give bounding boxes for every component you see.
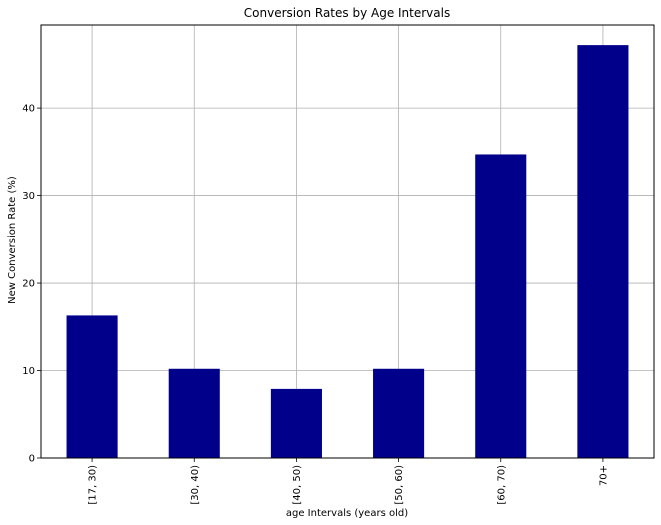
bar [66, 315, 118, 458]
x-tick-label: [30, 40) [190, 465, 201, 505]
bar [168, 368, 220, 458]
y-tick-label: 40 [22, 104, 35, 115]
y-tick-label: 20 [22, 279, 35, 290]
bar [373, 368, 425, 458]
bar [577, 45, 629, 458]
x-tick-label: [60, 70) [496, 465, 507, 505]
y-tick-label: 30 [22, 191, 35, 202]
y-axis-ticks: 0 10 20 30 40 [22, 104, 41, 465]
x-tick-label: [50, 60) [394, 465, 405, 505]
y-tick-label: 0 [29, 454, 35, 465]
x-tick-label: [17, 30) [88, 465, 99, 505]
x-tick-label: [40, 50) [292, 465, 303, 505]
bar [475, 154, 527, 458]
y-tick-label: 10 [22, 366, 35, 377]
x-axis-ticks: [17, 30) [30, 40) [40, 50) [50, 60) [60, 70)… [88, 458, 609, 505]
bars [66, 45, 629, 458]
plot-frame [40, 24, 655, 459]
x-tick-label: 70+ [598, 465, 609, 486]
bar [270, 388, 322, 458]
chart-title: Conversion Rates by Age Intervals [244, 6, 450, 20]
y-axis-label: New Conversion Rate (%) [7, 176, 18, 304]
x-axis-label: age Intervals (years old) [286, 508, 408, 519]
grid-lines [41, 25, 654, 459]
